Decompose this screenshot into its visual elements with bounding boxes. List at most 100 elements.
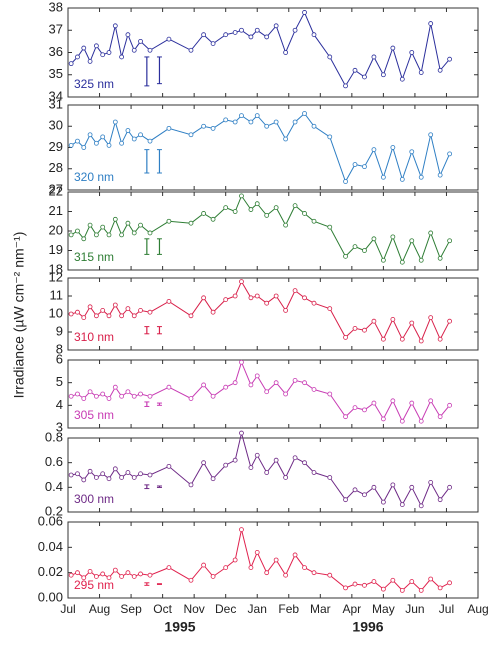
data-point (131, 230, 137, 236)
panel-label: 320 nm (74, 170, 114, 184)
data-point (399, 259, 405, 265)
data-point (311, 32, 317, 38)
data-point (264, 300, 270, 306)
data-point (362, 492, 367, 498)
data-point (87, 389, 93, 395)
data-point (399, 502, 405, 508)
data-point (362, 407, 367, 413)
data-point (87, 59, 93, 64)
data-point (292, 455, 298, 461)
y-tick-label: 29 (49, 139, 63, 154)
data-point (93, 475, 99, 480)
data-point (68, 472, 74, 478)
data-point (409, 238, 415, 244)
y-tick-label: 18 (49, 261, 63, 276)
y-tick-label: 27 (49, 181, 63, 196)
panel-frame (67, 7, 479, 98)
data-point (283, 475, 289, 480)
data-point (362, 248, 367, 253)
data-point (437, 67, 443, 73)
data-point (232, 457, 238, 463)
data-point (68, 393, 74, 399)
data-point (380, 586, 386, 592)
data-point (81, 145, 87, 150)
data-point (399, 176, 405, 182)
data-point (447, 56, 453, 62)
year-label: 1995 (164, 619, 195, 635)
data-point (248, 119, 254, 125)
data-point (418, 588, 424, 593)
data-point (166, 565, 172, 570)
data-point (409, 50, 415, 55)
data-point (166, 298, 172, 304)
data-point (362, 582, 367, 588)
data-point (100, 224, 106, 230)
data-point (188, 132, 194, 138)
data-point (119, 232, 125, 238)
data-point (210, 41, 216, 46)
data-point (201, 295, 207, 301)
data-point (232, 30, 238, 35)
data-point (81, 396, 87, 401)
data-point (93, 313, 99, 319)
data-point (138, 571, 143, 577)
x-tick-label: Sep (120, 602, 142, 616)
data-point (138, 391, 143, 397)
panel-frame (67, 104, 479, 191)
data-point (223, 565, 229, 570)
data-point (343, 414, 348, 420)
data-point (87, 569, 93, 574)
x-tick-label: Apr (343, 602, 362, 616)
data-point (147, 309, 153, 315)
data-point (201, 382, 207, 388)
data-point (380, 416, 386, 422)
data-point (232, 119, 238, 125)
data-point (138, 132, 143, 138)
y-tick-label: 10 (49, 305, 63, 320)
data-point (106, 396, 112, 401)
data-point (68, 311, 74, 317)
data-point (418, 503, 424, 509)
data-point (409, 400, 415, 406)
data-point (264, 212, 270, 218)
y-tick-label: 6 (56, 351, 63, 366)
y-tick-label: 31 (49, 96, 63, 111)
data-point (119, 313, 125, 319)
data-point (75, 138, 80, 144)
data-point (75, 228, 80, 234)
data-point (447, 238, 453, 244)
data-point (131, 47, 137, 53)
data-point (112, 466, 118, 472)
data-point (352, 581, 358, 587)
data-point (75, 54, 80, 60)
y-tick-label: 19 (49, 242, 63, 257)
year-label: 1996 (352, 619, 383, 635)
data-point (418, 418, 424, 424)
data-point (125, 306, 131, 312)
data-point (188, 220, 194, 226)
y-tick-label: 12 (49, 269, 63, 284)
data-point (409, 320, 415, 326)
data-point (273, 23, 279, 29)
data-point (273, 293, 279, 299)
data-point (100, 52, 106, 58)
data-point (409, 149, 415, 155)
data-point (352, 162, 358, 167)
y-tick-label: 37 (49, 22, 63, 37)
data-point (418, 70, 424, 75)
data-point (201, 211, 207, 216)
y-tick-label: 30 (49, 118, 63, 133)
data-point (223, 32, 229, 38)
data-point (254, 373, 260, 379)
y-tick-label: 0.06 (38, 513, 63, 528)
y-tick-label: 22 (49, 183, 63, 198)
data-point (254, 27, 260, 33)
data-point (380, 257, 386, 263)
data-point (418, 338, 424, 344)
data-point (390, 482, 396, 488)
data-point (100, 571, 106, 577)
data-point (428, 479, 434, 485)
data-point (437, 585, 443, 591)
data-point (112, 384, 118, 390)
data-point (81, 477, 87, 483)
